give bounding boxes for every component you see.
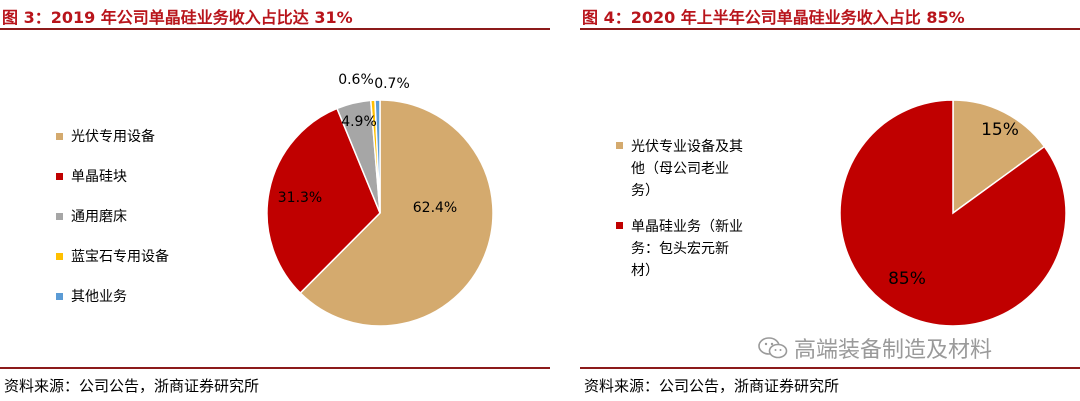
- left-slice-0: [299, 99, 494, 327]
- right-slice-0: [952, 99, 1046, 215]
- right-data-label-1: 85%: [888, 269, 926, 289]
- left-legend-item-1: 单晶硅块: [56, 167, 127, 187]
- left-data-label-1: 31.3%: [278, 190, 322, 206]
- chart-panel-right: 图 4：2020 年上半年公司单晶硅业务收入占比 85% 光伏专业设备及其 他（母…: [580, 0, 1080, 401]
- title-divider-left: [0, 28, 550, 30]
- left-legend-label-1: 单晶硅块: [71, 169, 127, 185]
- left-legend-swatch-4: [56, 293, 63, 300]
- left-data-label-3: 0.6%: [338, 72, 374, 88]
- watermark-text: 高端装备制造及材料: [794, 338, 993, 363]
- left-slice-4: [374, 99, 381, 214]
- source-divider-left: [0, 367, 550, 369]
- left-legend-label-0: 光伏专用设备: [71, 129, 155, 145]
- chart-title-right: 图 4：2020 年上半年公司单晶硅业务收入占比 85%: [582, 8, 965, 27]
- pie-chart-right: 15% 85%: [839, 99, 1067, 327]
- right-legend-label-1: 单晶硅业务（新业 务：包头宏元新 材）: [631, 219, 743, 279]
- right-data-label-0: 15%: [981, 120, 1019, 140]
- left-data-label-4: 0.7%: [374, 76, 410, 92]
- left-data-label-2: 4.9%: [341, 114, 377, 130]
- chart-panel-left: 图 3：2019 年公司单晶硅业务收入占比达 31% 光伏专用设备 单晶硅块通用磨…: [0, 8, 550, 395]
- chart-title-left: 图 3：2019 年公司单晶硅业务收入占比达 31%: [2, 8, 353, 27]
- left-legend-item-4: 其他业务: [56, 287, 127, 307]
- watermark: 高端装备制造及材料: [758, 332, 992, 364]
- left-legend-swatch-3: [56, 253, 63, 260]
- source-note-right: 资料来源：公司公告，浙商证券研究所: [584, 377, 840, 395]
- left-slice-1: [266, 107, 381, 295]
- left-legend-swatch-2: [56, 213, 63, 220]
- wechat-icon: [758, 337, 788, 359]
- right-slice-1: [839, 99, 1067, 327]
- right-legend-label-0: 光伏专业设备及其 他（母公司老业 务）: [631, 139, 743, 199]
- left-legend-item-0: 光伏专用设备: [56, 127, 155, 147]
- source-note-left: 资料来源：公司公告，浙商证券研究所: [4, 377, 260, 395]
- pie-chart-left: 62.4% 31.3% 4.9% 0.6% 0.7%: [266, 72, 494, 327]
- right-legend-item-1: 单晶硅业务（新业 务：包头宏元新 材）: [616, 216, 743, 282]
- right-legend-swatch-0: [616, 142, 623, 149]
- left-legend-item-3: 蓝宝石专用设备: [56, 247, 169, 267]
- left-legend-swatch-0: [56, 133, 63, 140]
- left-legend-label-4: 其他业务: [71, 289, 127, 305]
- title-divider-right: [580, 28, 1080, 30]
- left-legend-swatch-1: [56, 173, 63, 180]
- right-legend-swatch-1: [616, 222, 623, 229]
- left-legend-label-2: 通用磨床: [71, 209, 127, 225]
- right-legend-item-0: 光伏专业设备及其 他（母公司老业 务）: [616, 136, 743, 202]
- source-divider-right: [580, 367, 1080, 369]
- left-legend-label-3: 蓝宝石专用设备: [71, 249, 169, 265]
- left-legend-item-2: 通用磨床: [56, 207, 127, 227]
- left-data-label-0: 62.4%: [413, 200, 457, 216]
